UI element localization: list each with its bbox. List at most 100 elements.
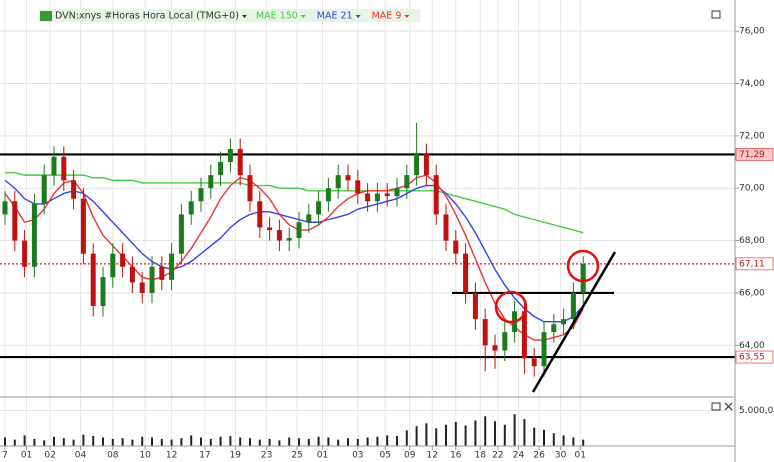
close-icon[interactable] [724,402,733,411]
x-tick-label: 09 [404,451,416,461]
volume-bar [405,430,408,446]
volume-bar [102,437,104,446]
y-tick-label: 5.000,0 [739,406,774,416]
candle-body [276,230,282,241]
volume-bar [494,421,496,446]
candle-body [394,188,400,197]
x-tick-label: 7 [2,451,8,461]
candle-body [433,175,439,215]
level-label: 67,11 [739,259,765,269]
candle-body [237,148,243,176]
maximize-icon[interactable] [711,402,721,411]
volume-bar [307,438,310,446]
candle-body [208,175,214,189]
candle-body [169,253,175,280]
volume-bar [356,438,359,446]
volume-bar [180,438,183,446]
legend-bg [38,9,421,22]
y-tick-label: 68,00 [739,236,765,246]
x-tick-label: 19 [230,451,242,461]
volume-bar [513,414,516,446]
level-label: 71,29 [739,150,765,160]
legend-label[interactable]: MAE 21 [317,11,353,22]
candle-body [159,266,165,280]
maximize-icon[interactable] [711,10,721,19]
volume-bar [160,438,163,446]
volume-bar [209,438,212,446]
x-tick-label: 01 [21,451,32,461]
volume-bar [82,434,85,446]
candle-body [463,253,469,293]
candle-body [492,345,498,351]
volume-bar [23,435,26,446]
y-tick-label: 76,00 [739,27,765,37]
candle-body [22,240,28,267]
candle-body [149,266,155,293]
volume-bar [454,421,457,446]
candle-body [51,156,57,176]
ma-line [4,174,584,341]
volume-bar [258,439,261,446]
candle-body [443,214,449,241]
candle-body [453,240,459,254]
volume-bar [33,438,36,446]
volume-bar [4,437,6,446]
candle-body [561,319,567,325]
x-tick-label: 12 [166,451,177,461]
x-tick-label: 03 [352,451,363,461]
candle-body [531,358,537,367]
legend-label[interactable]: MAE 150 [256,11,298,22]
volume-bar [445,424,447,446]
candle-body [521,311,527,359]
x-tick-label: 12 [427,451,438,461]
x-tick-label: 17 [199,451,210,461]
chart-title[interactable]: DVN:xnys #Horas Hora Local (TMG+0) [55,11,239,22]
x-tick-label: 22 [492,451,503,461]
volume-bar [582,439,585,446]
volume-bar [141,436,144,446]
volume-bar [43,440,46,446]
volume-bar [239,437,242,446]
candle-body [316,201,322,215]
candle-body [100,277,106,307]
legend-label[interactable]: MAE 9 [372,11,402,22]
candle-body [551,324,557,333]
y-tick-label: 64,00 [739,341,765,351]
dropdown-arrow [300,15,306,18]
volume-bar [386,435,389,446]
volume-bar [278,440,281,446]
x-tick-label: 24 [513,451,525,461]
candle-body [355,180,361,194]
candle-body [570,292,576,320]
trend-line [531,251,617,393]
x-tick-label: 01 [575,451,586,461]
volume-bar [425,423,428,446]
volume-bar [268,438,271,446]
candle-body [267,227,273,231]
x-tick-label: 01 [317,451,328,461]
x-tick-label: 25 [291,451,302,461]
candle-body [218,162,224,176]
volume-bar [72,439,75,446]
candle-body [286,237,292,241]
volume-bar [337,439,340,446]
dropdown-arrow [241,15,247,18]
candle-body [90,253,96,307]
volume-bar [170,439,173,446]
candle-body [110,253,116,278]
volume-bar [190,435,193,446]
dropdown-arrow [355,15,361,18]
candle-body [541,332,547,367]
candle-body [365,193,371,202]
volume-bar [288,437,291,446]
candle-body [423,154,429,176]
candle-body [472,292,478,320]
annotation-circle [494,290,528,324]
volume-bar [111,438,114,446]
candle-body [31,203,37,267]
volume-bar [327,437,330,446]
y-tick-label: 74,00 [739,79,765,89]
volume-bar [435,428,438,446]
